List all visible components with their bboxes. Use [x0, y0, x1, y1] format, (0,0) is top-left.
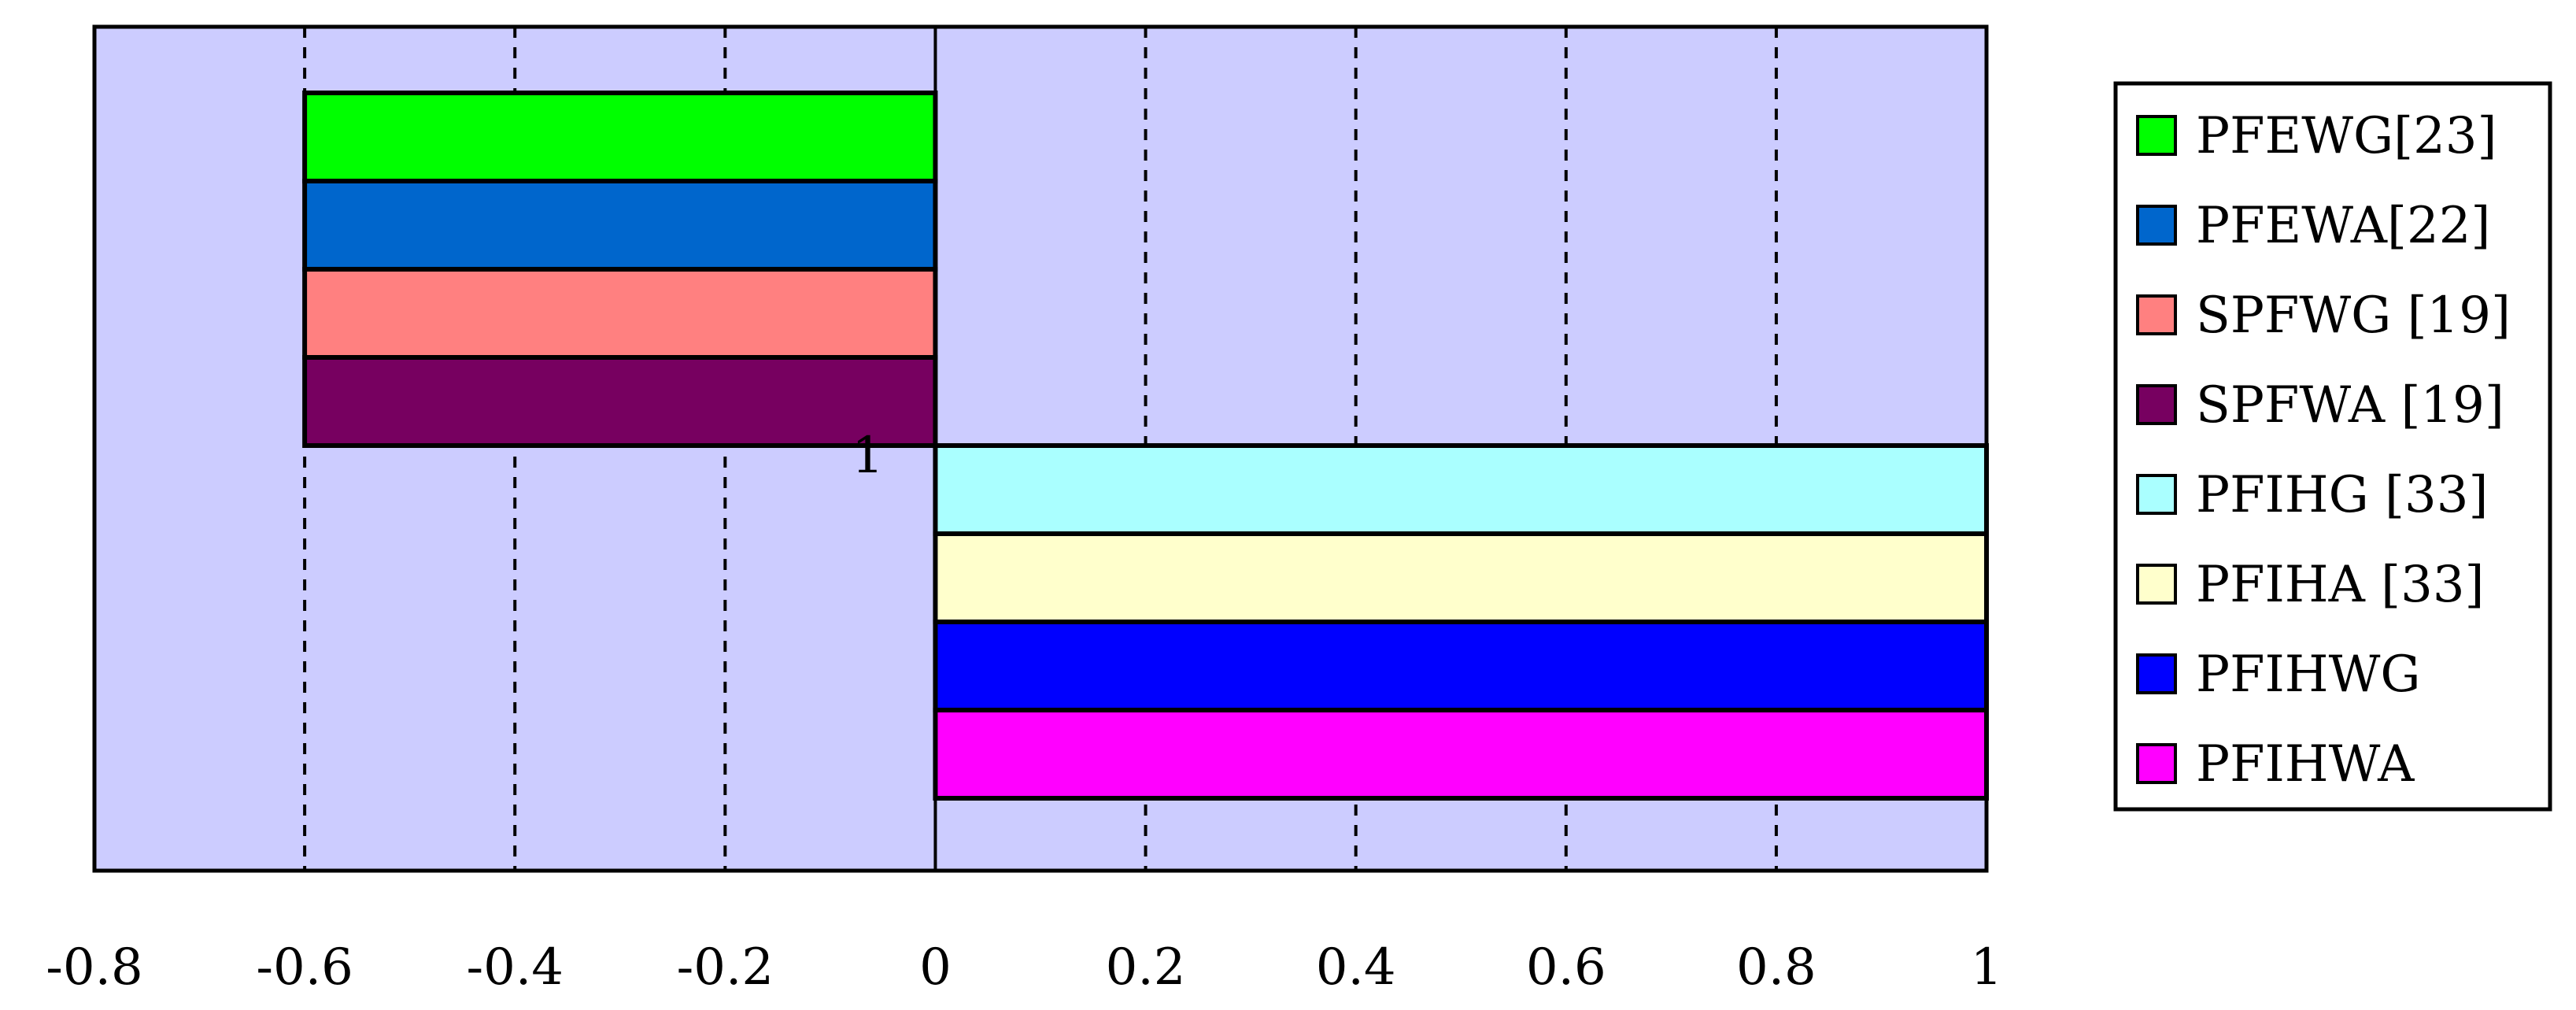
legend-swatch — [2136, 743, 2177, 784]
legend-swatch — [2136, 564, 2177, 605]
x-tick-label: -0.2 — [677, 938, 774, 997]
bar-4 — [933, 443, 1989, 536]
bar-5 — [933, 531, 1989, 624]
x-tick-label: -0.8 — [46, 938, 142, 997]
x-tick-label: -0.4 — [467, 938, 564, 997]
legend-box — [2113, 81, 2552, 812]
x-tick-label: 0 — [919, 938, 952, 997]
legend-label: SPFWG [19] — [2196, 287, 2511, 345]
legend-label: PFEWA[22] — [2196, 197, 2490, 255]
x-tick-label: 0.4 — [1316, 938, 1396, 997]
category-label: 1 — [852, 427, 884, 485]
x-tick-label: 1 — [1971, 938, 2003, 997]
legend-swatch — [2136, 115, 2177, 156]
legend-label: PFIHA [33] — [2196, 556, 2485, 614]
x-tick-label: 0.8 — [1736, 938, 1817, 997]
legend-swatch — [2136, 384, 2177, 425]
legend-swatch — [2136, 474, 2177, 515]
x-tick-label: -0.6 — [256, 938, 353, 997]
bar-0 — [302, 91, 938, 183]
bar-6 — [933, 620, 1989, 712]
legend-label: PFEWG[23] — [2196, 107, 2497, 165]
legend: PFEWG[23] PFEWA[22] SPFWG [19] SPFWA [19] PF… — [2113, 81, 2552, 812]
bar-7 — [933, 708, 1989, 801]
legend-label: PFIHWG — [2196, 646, 2420, 704]
x-axis-tick-labels: -0.8 -0.6 -0.4 -0.2 0 0.2 0.4 0.6 0.8 1 — [46, 938, 2002, 997]
bar-1 — [302, 179, 938, 272]
plot-frame — [92, 24, 1989, 873]
x-tick-label: 0.6 — [1526, 938, 1606, 997]
legend-swatch — [2136, 294, 2177, 335]
legend-label: PFIHWA — [2196, 735, 2415, 794]
legend-label: SPFWA [19] — [2196, 376, 2504, 435]
bar-3 — [302, 355, 938, 448]
x-tick-label: 0.2 — [1106, 938, 1186, 997]
legend-swatch — [2136, 205, 2177, 246]
legend-swatch — [2136, 653, 2177, 694]
legend-label: PFIHG [33] — [2196, 466, 2488, 524]
legend-items: PFEWG[23] PFEWA[22] SPFWG [19] SPFWA [19] PF… — [2136, 107, 2511, 794]
bar-2 — [302, 267, 938, 360]
